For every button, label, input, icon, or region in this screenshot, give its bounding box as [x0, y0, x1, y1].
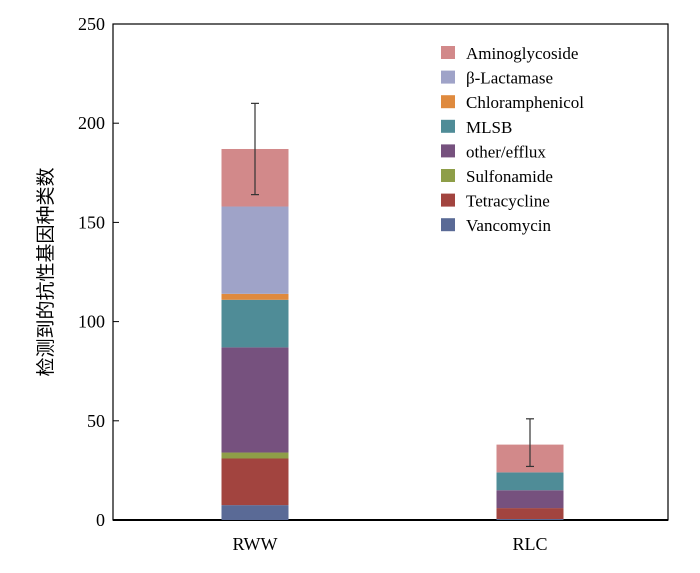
- y-tick-label: 0: [96, 510, 105, 530]
- legend-swatch: [441, 193, 455, 207]
- legend-label: β-Lactamase: [466, 69, 553, 88]
- legend-label: Tetracycline: [466, 192, 550, 211]
- legend-swatch: [441, 218, 455, 232]
- bar-segment: [496, 508, 564, 520]
- legend-swatch: [441, 144, 455, 158]
- bar-segment: [221, 293, 289, 300]
- bar-segment: [221, 206, 289, 294]
- legend-label: MLSB: [466, 118, 512, 137]
- legend-swatch: [441, 119, 455, 133]
- legend-label: other/efflux: [466, 142, 546, 161]
- bar-segment: [496, 519, 564, 520]
- legend-swatch: [441, 70, 455, 84]
- x-tick-label: RWW: [233, 534, 278, 554]
- bar-segment: [221, 347, 289, 453]
- y-tick-label: 50: [87, 411, 105, 431]
- x-tick-label: RLC: [512, 534, 547, 554]
- legend-label: Sulfonamide: [466, 167, 553, 186]
- y-tick-label: 150: [78, 212, 105, 232]
- y-axis-label: 检测到的抗性基因种类数: [35, 167, 57, 376]
- legend-swatch: [441, 169, 455, 182]
- bar-segment: [221, 458, 289, 506]
- bar-segment: [221, 299, 289, 348]
- bar-segment: [496, 472, 564, 491]
- y-tick-label: 100: [78, 312, 105, 332]
- legend-label: Chloramphenicol: [466, 93, 584, 112]
- legend-label: Vancomycin: [466, 216, 551, 235]
- legend-swatch: [441, 46, 455, 59]
- bar-segment: [221, 452, 289, 459]
- bar-segment: [221, 505, 289, 520]
- y-tick-label: 250: [78, 14, 105, 34]
- bar-segment: [496, 490, 564, 509]
- plot-frame: [112, 23, 669, 521]
- legend-swatch: [441, 95, 455, 109]
- legend-label: Aminoglycoside: [466, 44, 578, 63]
- y-tick-label: 200: [78, 113, 105, 133]
